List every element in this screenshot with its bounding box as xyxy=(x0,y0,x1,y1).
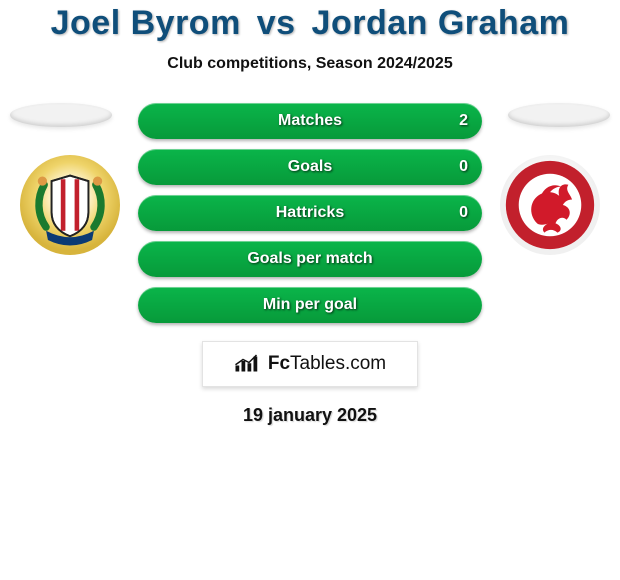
subtitle: Club competitions, Season 2024/2025 xyxy=(0,55,620,73)
comparison-card: Joel Byrom vs Jordan Graham Club competi… xyxy=(0,0,620,580)
player2-club-crest xyxy=(500,155,600,255)
page-title: Joel Byrom vs Jordan Graham xyxy=(0,4,620,43)
stat-label: Min per goal xyxy=(138,296,482,314)
stat-row-min-per-goal: Min per goal xyxy=(138,287,482,323)
shield-icon xyxy=(52,176,89,237)
stat-label: Hattricks xyxy=(138,204,482,222)
brand-rest: Tables.com xyxy=(290,353,386,374)
player1-name: Joel Byrom xyxy=(51,4,241,42)
stat-right-value: 2 xyxy=(459,112,468,130)
crest-left-svg xyxy=(24,159,116,251)
player1-club-crest xyxy=(20,155,120,255)
stat-row-goals: Goals 0 xyxy=(138,149,482,185)
stat-row-matches: Matches 2 xyxy=(138,103,482,139)
stat-row-goals-per-match: Goals per match xyxy=(138,241,482,277)
brand-bold: Fc xyxy=(268,353,290,374)
stats-list: Matches 2 Goals 0 Hattricks 0 Goals per … xyxy=(138,103,482,323)
stat-right-value: 0 xyxy=(459,204,468,222)
crest-right-svg xyxy=(504,159,596,251)
stat-label: Goals xyxy=(138,158,482,176)
player2-name: Jordan Graham xyxy=(312,4,570,42)
content: Matches 2 Goals 0 Hattricks 0 Goals per … xyxy=(0,103,620,426)
player2-photo-placeholder xyxy=(508,103,610,127)
player1-photo-placeholder xyxy=(10,103,112,127)
stat-row-hattricks: Hattricks 0 xyxy=(138,195,482,231)
stat-label: Goals per match xyxy=(138,250,482,268)
vs-label: vs xyxy=(257,4,296,42)
bars-icon xyxy=(234,353,264,375)
date-label: 19 january 2025 xyxy=(0,405,620,426)
brand-name: FcTables.com xyxy=(268,353,386,375)
brand-box: FcTables.com xyxy=(202,341,418,387)
stat-right-value: 0 xyxy=(459,158,468,176)
stat-label: Matches xyxy=(138,112,482,130)
